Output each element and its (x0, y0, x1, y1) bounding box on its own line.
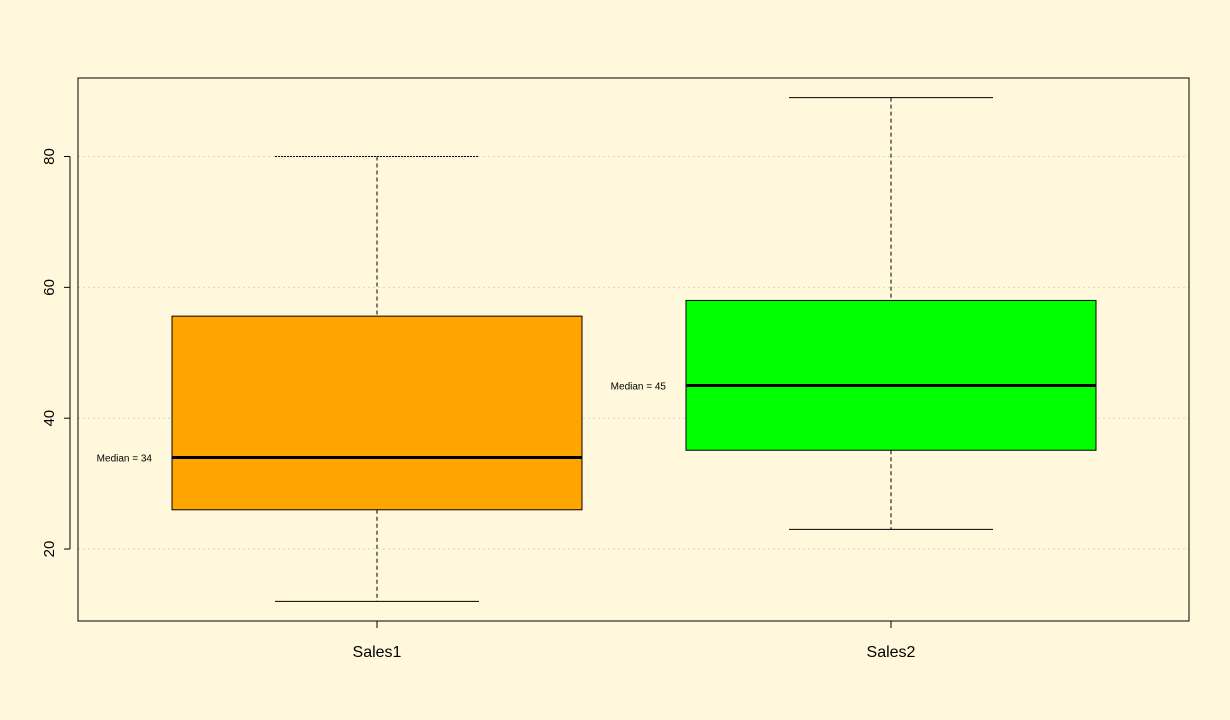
median-label: Median = 45 (611, 381, 667, 392)
median-label: Median = 34 (97, 453, 153, 464)
y-tick-label: 20 (41, 541, 58, 558)
category-label-sales2: Sales2 (867, 644, 916, 661)
y-tick-label: 60 (41, 279, 58, 296)
iqr-box (686, 300, 1096, 450)
y-tick-label: 80 (41, 148, 58, 165)
category-label-sales1: Sales1 (353, 644, 402, 661)
iqr-box (172, 316, 582, 510)
y-tick-label: 40 (41, 410, 58, 427)
